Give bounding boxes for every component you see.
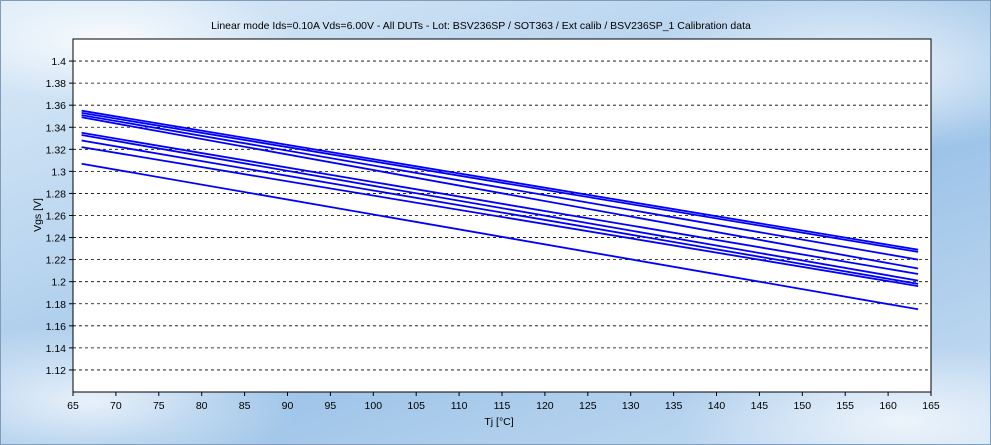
y-tick-label: 1.34 bbox=[46, 122, 67, 134]
y-tick-label: 1.2 bbox=[51, 277, 66, 289]
y-tick-label: 1.12 bbox=[46, 365, 67, 377]
series-line-2 bbox=[81, 112, 919, 253]
series-line-4 bbox=[81, 116, 919, 270]
x-tick-label: 115 bbox=[494, 400, 511, 412]
x-tick-label: 160 bbox=[879, 400, 897, 412]
x-tick-label: 155 bbox=[836, 400, 854, 412]
x-tick-label: 125 bbox=[579, 400, 597, 412]
x-tick-label: 100 bbox=[365, 400, 383, 412]
x-tick-label: 65 bbox=[67, 400, 79, 412]
y-tick-label: 1.24 bbox=[46, 233, 67, 245]
x-tick-label: 80 bbox=[196, 400, 208, 412]
chart-title: Linear mode Ids=0.10A Vds=6.00V - All DU… bbox=[211, 20, 751, 32]
y-tick-label: 1.22 bbox=[46, 255, 67, 267]
y-tick-label: 1.28 bbox=[46, 188, 67, 200]
x-tick-label: 70 bbox=[110, 400, 122, 412]
x-tick-label: 85 bbox=[239, 400, 251, 412]
x-axis-title: Tj [°C] bbox=[484, 416, 513, 428]
x-tick-label: 75 bbox=[153, 400, 165, 412]
x-tick-label: 165 bbox=[922, 400, 940, 412]
y-tick-label: 1.26 bbox=[46, 211, 67, 223]
x-tick-label: 90 bbox=[282, 400, 294, 412]
x-tick-label: 135 bbox=[665, 400, 683, 412]
series-line-9 bbox=[81, 162, 919, 311]
x-tick-label: 145 bbox=[751, 400, 769, 412]
series-line-1 bbox=[81, 109, 919, 251]
y-tick-label: 1.16 bbox=[46, 321, 67, 333]
y-tick-label: 1.18 bbox=[46, 299, 67, 311]
series-line-6 bbox=[81, 134, 919, 282]
series-line-3 bbox=[81, 114, 919, 261]
y-tick-label: 1.4 bbox=[51, 56, 66, 68]
x-tick-label: 130 bbox=[622, 400, 640, 412]
y-tick-label: 1.36 bbox=[46, 100, 67, 112]
x-tick-label: 120 bbox=[536, 400, 554, 412]
y-tick-label: 1.3 bbox=[51, 166, 66, 178]
y-tick-label: 1.38 bbox=[46, 78, 67, 90]
y-tick-label: 1.32 bbox=[46, 144, 67, 156]
x-tick-label: 110 bbox=[451, 400, 468, 412]
y-tick-label: 1.14 bbox=[46, 343, 67, 355]
x-tick-label: 95 bbox=[325, 400, 337, 412]
series-line-5 bbox=[81, 131, 919, 275]
series-line-8 bbox=[81, 146, 919, 287]
series-line-7 bbox=[81, 139, 919, 285]
x-tick-label: 105 bbox=[407, 400, 425, 412]
x-tick-label: 150 bbox=[794, 400, 812, 412]
x-tick-label: 140 bbox=[708, 400, 726, 412]
y-axis-title: Vgs [V] bbox=[32, 198, 44, 232]
